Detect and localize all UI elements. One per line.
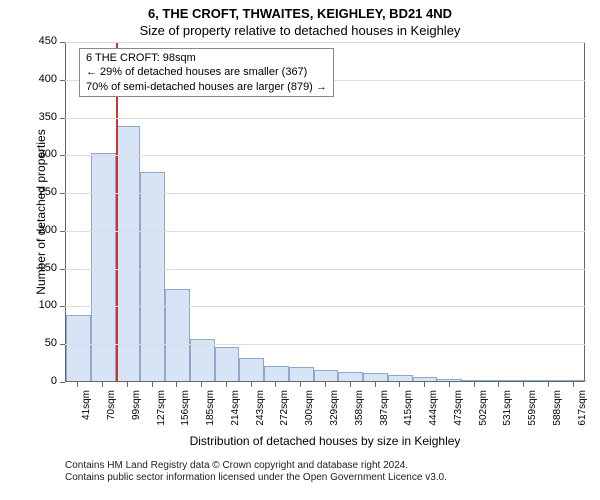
grid-line bbox=[65, 118, 585, 119]
x-tick bbox=[77, 382, 78, 387]
x-tick-label: 300sqm bbox=[304, 390, 315, 438]
x-tick bbox=[226, 382, 227, 387]
x-tick-label: 617sqm bbox=[577, 390, 588, 438]
y-tick bbox=[60, 118, 65, 119]
histogram-bar bbox=[388, 375, 413, 381]
histogram-bar bbox=[165, 289, 190, 381]
histogram-bar bbox=[289, 367, 314, 381]
grid-line bbox=[65, 269, 585, 270]
x-tick-label: 156sqm bbox=[180, 390, 191, 438]
y-tick-label: 450 bbox=[27, 35, 57, 47]
histogram-bar bbox=[561, 380, 586, 381]
histogram-bar bbox=[91, 153, 116, 381]
x-tick-label: 243sqm bbox=[255, 390, 266, 438]
x-tick-label: 358sqm bbox=[354, 390, 365, 438]
x-tick bbox=[548, 382, 549, 387]
y-tick-label: 50 bbox=[27, 337, 57, 349]
histogram-bar bbox=[66, 315, 91, 381]
y-tick bbox=[60, 344, 65, 345]
y-tick bbox=[60, 155, 65, 156]
grid-line bbox=[65, 42, 585, 43]
x-tick-label: 387sqm bbox=[379, 390, 390, 438]
histogram-bar bbox=[140, 172, 165, 381]
y-tick-label: 0 bbox=[27, 375, 57, 387]
x-tick bbox=[102, 382, 103, 387]
grid-line bbox=[65, 231, 585, 232]
histogram-bar bbox=[462, 380, 487, 382]
histogram-bar bbox=[314, 370, 339, 381]
x-tick-label: 473sqm bbox=[453, 390, 464, 438]
grid-line bbox=[65, 155, 585, 156]
x-tick bbox=[201, 382, 202, 387]
histogram-bar bbox=[413, 377, 438, 381]
annotation-line: 70% of semi-detached houses are larger (… bbox=[86, 80, 327, 94]
histogram-bar bbox=[264, 366, 289, 381]
x-tick bbox=[449, 382, 450, 387]
x-tick bbox=[127, 382, 128, 387]
histogram-bar bbox=[487, 380, 512, 381]
x-tick-label: 415sqm bbox=[403, 390, 414, 438]
x-tick bbox=[573, 382, 574, 387]
x-tick bbox=[474, 382, 475, 387]
x-tick bbox=[399, 382, 400, 387]
x-tick bbox=[424, 382, 425, 387]
y-tick bbox=[60, 42, 65, 43]
y-tick-label: 400 bbox=[27, 73, 57, 85]
histogram-bar bbox=[116, 126, 141, 381]
y-tick bbox=[60, 80, 65, 81]
y-tick-label: 350 bbox=[27, 111, 57, 123]
x-tick-label: 531sqm bbox=[502, 390, 513, 438]
x-tick-label: 444sqm bbox=[428, 390, 439, 438]
y-tick bbox=[60, 306, 65, 307]
grid-line bbox=[65, 306, 585, 307]
x-tick bbox=[350, 382, 351, 387]
x-tick bbox=[275, 382, 276, 387]
x-tick-label: 127sqm bbox=[156, 390, 167, 438]
x-tick-label: 272sqm bbox=[279, 390, 290, 438]
y-tick bbox=[60, 231, 65, 232]
x-tick-label: 185sqm bbox=[205, 390, 216, 438]
histogram-bar bbox=[239, 358, 264, 381]
y-tick bbox=[60, 382, 65, 383]
y-tick bbox=[60, 193, 65, 194]
histogram-bar bbox=[215, 347, 240, 381]
y-tick-label: 200 bbox=[27, 224, 57, 236]
x-tick-label: 70sqm bbox=[106, 390, 117, 438]
x-tick bbox=[251, 382, 252, 387]
x-tick-label: 214sqm bbox=[230, 390, 241, 438]
y-tick-label: 100 bbox=[27, 299, 57, 311]
annotation-line: ← 29% of detached houses are smaller (36… bbox=[86, 65, 327, 79]
grid-line bbox=[65, 344, 585, 345]
x-tick bbox=[152, 382, 153, 387]
y-tick-label: 300 bbox=[27, 148, 57, 160]
x-tick-label: 99sqm bbox=[131, 390, 142, 438]
x-tick bbox=[176, 382, 177, 387]
credits-line-1: Contains HM Land Registry data © Crown c… bbox=[65, 460, 408, 471]
x-tick bbox=[300, 382, 301, 387]
x-tick-label: 502sqm bbox=[478, 390, 489, 438]
y-tick-label: 150 bbox=[27, 262, 57, 274]
chart-title-main: 6, THE CROFT, THWAITES, KEIGHLEY, BD21 4… bbox=[0, 0, 600, 21]
x-tick-label: 41sqm bbox=[81, 390, 92, 438]
histogram-bar bbox=[363, 373, 388, 381]
annotation-line: 6 THE CROFT: 98sqm bbox=[86, 51, 327, 65]
x-tick bbox=[523, 382, 524, 387]
x-tick bbox=[325, 382, 326, 387]
y-tick-label: 250 bbox=[27, 186, 57, 198]
x-tick bbox=[375, 382, 376, 387]
x-tick-label: 559sqm bbox=[527, 390, 538, 438]
x-tick-label: 329sqm bbox=[329, 390, 340, 438]
histogram-bar bbox=[338, 372, 363, 381]
annotation-box: 6 THE CROFT: 98sqm← 29% of detached hous… bbox=[79, 48, 334, 97]
histogram-bar bbox=[512, 380, 537, 381]
x-tick-label: 588sqm bbox=[552, 390, 563, 438]
credits-line-2: Contains public sector information licen… bbox=[65, 472, 447, 483]
x-tick bbox=[498, 382, 499, 387]
chart-title-sub: Size of property relative to detached ho… bbox=[0, 21, 600, 38]
grid-line bbox=[65, 193, 585, 194]
y-tick bbox=[60, 269, 65, 270]
histogram-bar bbox=[536, 380, 561, 381]
histogram-bar bbox=[437, 379, 462, 381]
